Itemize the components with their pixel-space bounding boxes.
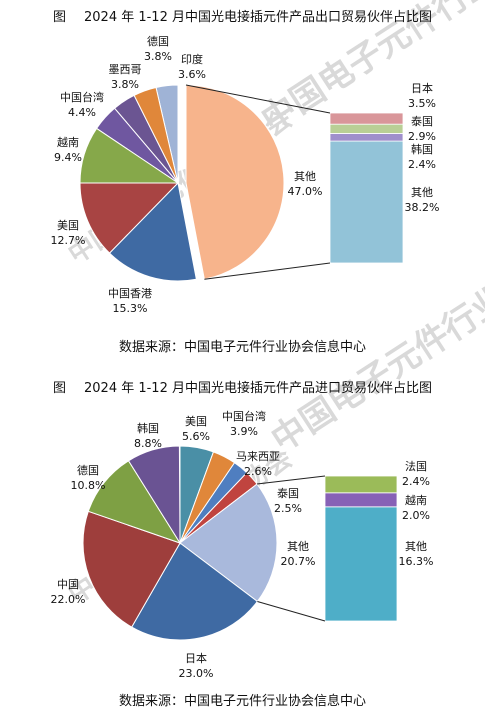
pie-slice-other [179, 483, 278, 603]
breakdown-bar-segment [329, 112, 404, 125]
pie-slice [87, 460, 182, 544]
slice-label: 15.3% [113, 302, 148, 315]
slice-label: 22.0% [51, 593, 86, 606]
breakdown-label: 日本 [411, 81, 433, 95]
slice-label: 3.8% [144, 50, 172, 63]
slice-label: 中国香港 [108, 287, 152, 300]
breakdown-label: 越南 [405, 493, 427, 507]
slice-label: 3.6% [178, 68, 206, 81]
slice-label: 其他 [287, 540, 309, 553]
figure-label: 图 [52, 10, 66, 25]
pie-slice-other [185, 84, 285, 280]
export-pie-chart: 印度3.6%德国3.8%墨西哥3.8%中国台湾4.4%越南9.4%美国12.7%… [51, 34, 440, 315]
slice-label: 8.8% [134, 437, 162, 450]
figure-label: 图 [52, 381, 66, 396]
breakdown-bar-segment [324, 475, 398, 494]
breakdown-bar-segment [329, 133, 404, 142]
import-pie-chart: 美国 5.6% 中国台湾 3.9% 马来西亚 2.6% 泰国 2.5% 日本 23.0% 中国 22.… [51, 409, 434, 680]
slice-label: 墨西哥 [109, 63, 142, 76]
slice-label: 3.8% [111, 78, 139, 91]
slice-label: 德国 [147, 34, 169, 48]
slice-label: 中国台湾 [222, 409, 266, 423]
breakdown-label: 16.3% [399, 555, 434, 568]
slice-label: 韩国 [137, 421, 159, 435]
breakdown-bar-segment [324, 506, 398, 622]
slice-label: 印度 [181, 52, 203, 66]
breakdown-label: 2.4% [402, 475, 430, 488]
connector-line [257, 601, 326, 622]
slice-label: 中国台湾 [60, 90, 104, 104]
breakdown-bar-segment [329, 123, 404, 134]
pie-slice [108, 181, 197, 282]
slice-label: 德国 [77, 463, 99, 477]
breakdown-bar-segment [324, 492, 398, 508]
breakdown-label: 38.2% [405, 201, 440, 214]
slice-label: 越南 [57, 135, 79, 149]
slice-label: 23.0% [179, 667, 214, 680]
pie-slice [82, 510, 181, 628]
slice-label: 2.5% [274, 502, 302, 515]
slice-label: 中国 [57, 578, 79, 591]
slice-label: 其他 [294, 170, 316, 183]
breakdown-label: 2.9% [408, 130, 436, 143]
pie-slice [127, 445, 181, 545]
slice-label: 泰国 [277, 486, 299, 500]
connector-line [204, 262, 331, 280]
breakdown-label: 泰国 [411, 114, 433, 128]
chart-title: 图 2024 年 1-12 月中国光电接插元件产品进口贸易伙伴占比图 [0, 377, 485, 396]
slice-label: 日本 [185, 651, 207, 665]
breakdown-label: 韩国 [411, 142, 433, 156]
breakdown-label: 2.4% [408, 158, 436, 171]
breakdown-label: 2.0% [402, 509, 430, 522]
slice-label: 美国 [185, 415, 207, 428]
breakdown-bar-segment [329, 140, 404, 264]
slice-label: 4.4% [68, 106, 96, 119]
slice-label: 9.4% [54, 151, 82, 164]
breakdown-label: 其他 [411, 186, 433, 199]
chart-title: 图 2024 年 1-12 月中国光电接插元件产品出口贸易伙伴占比图 [0, 6, 485, 25]
slice-label: 10.8% [71, 479, 106, 492]
pie-slice [79, 182, 180, 254]
connector-line [256, 475, 326, 485]
slice-label: 3.9% [230, 425, 258, 438]
slice-label: 20.7% [281, 555, 316, 568]
chart-title-text: 2024 年 1-12 月中国光电接插元件产品出口贸易伙伴占比图 [84, 10, 432, 25]
data-source: 数据来源：中国电子元件行业协会信息中心 [118, 694, 366, 709]
breakdown-label: 法国 [405, 459, 427, 473]
connector-line [185, 84, 331, 114]
slice-label: 47.0% [288, 185, 323, 198]
slice-label: 5.6% [182, 430, 210, 443]
slice-label: 12.7% [51, 234, 86, 247]
breakdown-label: 其他 [405, 540, 427, 553]
pie-slice [130, 542, 259, 641]
breakdown-label: 3.5% [408, 97, 436, 110]
slice-label: 马来西亚 [236, 450, 280, 463]
slice-label: 美国 [57, 219, 79, 232]
chart-title-text: 2024 年 1-12 月中国光电接插元件产品进口贸易伙伴占比图 [84, 381, 432, 396]
slice-label: 2.6% [244, 465, 272, 478]
data-source: 数据来源：中国电子元件行业协会信息中心 [118, 340, 366, 355]
